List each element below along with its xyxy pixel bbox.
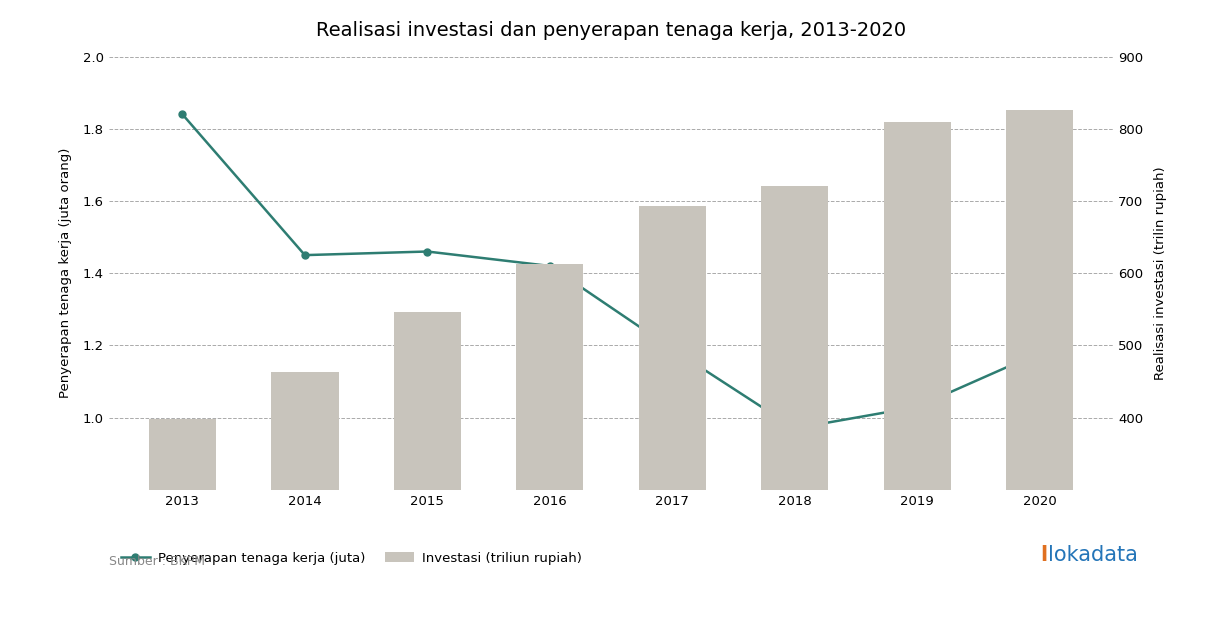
Y-axis label: Realisasi investasi (trilin rupiah): Realisasi investasi (trilin rupiah) [1154, 166, 1168, 380]
Bar [639, 206, 705, 490]
Bar [883, 122, 951, 490]
Bar [517, 264, 583, 490]
Bar [149, 419, 217, 490]
Text: lokadata: lokadata [1048, 545, 1137, 565]
Bar [271, 372, 339, 490]
Legend: Penyerapan tenaga kerja (juta), Investasi (triliun rupiah): Penyerapan tenaga kerja (juta), Investas… [115, 546, 587, 570]
Y-axis label: Penyerapan tenaga kerja (juta orang): Penyerapan tenaga kerja (juta orang) [59, 148, 71, 398]
Text: Sumber : BKPM: Sumber : BKPM [109, 555, 204, 568]
Text: l: l [1041, 545, 1048, 565]
Bar [393, 312, 461, 490]
Title: Realisasi investasi dan penyerapan tenaga kerja, 2013-2020: Realisasi investasi dan penyerapan tenag… [316, 21, 906, 40]
Bar [1006, 110, 1073, 490]
Bar [761, 186, 829, 490]
